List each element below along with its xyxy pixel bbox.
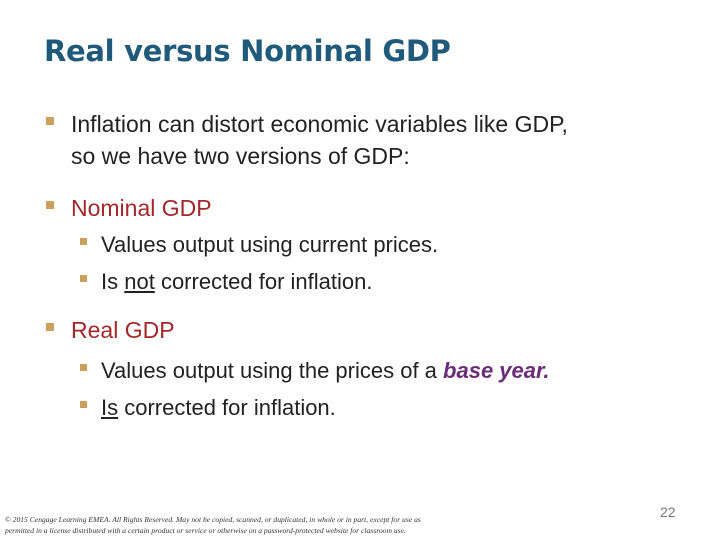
nominal-point-2: Is not corrected for inflation. <box>80 266 373 298</box>
footer-line-2: permitted in a license distributed with … <box>5 526 406 535</box>
slide-title: Real versus Nominal GDP <box>44 34 451 68</box>
real-bullet: Real GDP <box>46 314 175 346</box>
bullet-square-icon <box>46 201 54 209</box>
bullet-square-icon <box>80 401 87 408</box>
copyright-footer: © 2015 Cengage Learning EMEA. All Rights… <box>5 514 465 536</box>
real-point-2-emphasis: Is <box>101 395 119 420</box>
intro-line-1: Inflation can distort economic variables… <box>71 111 568 137</box>
real-heading: Real GDP <box>71 317 175 343</box>
nominal-heading: Nominal GDP <box>71 195 212 221</box>
nominal-point-2-pre: Is <box>101 269 125 294</box>
real-point-1-text: Values output using the prices of a base… <box>101 355 549 387</box>
bullet-square-icon <box>80 238 87 245</box>
page-number: 22 <box>660 504 676 520</box>
intro-text: Inflation can distort economic variables… <box>71 108 568 172</box>
bullet-square-icon <box>80 275 87 282</box>
nominal-point-2-emphasis: not <box>124 269 155 294</box>
intro-bullet: Inflation can distort economic variables… <box>46 108 568 172</box>
nominal-point-1: Values output using current prices. <box>80 229 438 261</box>
intro-line-2: so we have two versions of GDP: <box>71 143 410 169</box>
bullet-square-icon <box>80 364 87 371</box>
real-point-1-pre: Values output using the prices of a <box>101 358 444 383</box>
footer-line-1: © 2015 Cengage Learning EMEA. All Rights… <box>5 515 421 524</box>
real-point-1: Values output using the prices of a base… <box>80 355 549 387</box>
nominal-bullet: Nominal GDP <box>46 192 212 224</box>
nominal-point-1-text: Values output using current prices. <box>101 232 439 257</box>
bullet-square-icon <box>46 117 54 125</box>
nominal-point-2-post: corrected for inflation. <box>154 269 373 294</box>
real-point-2-post: corrected for inflation. <box>118 395 336 420</box>
real-point-2: Is corrected for inflation. <box>80 392 336 424</box>
real-point-2-text: Is corrected for inflation. <box>101 392 336 424</box>
nominal-point-2-text: Is not corrected for inflation. <box>101 266 373 298</box>
bullet-square-icon <box>46 323 54 331</box>
real-point-1-emphasis: base year. <box>443 358 550 383</box>
